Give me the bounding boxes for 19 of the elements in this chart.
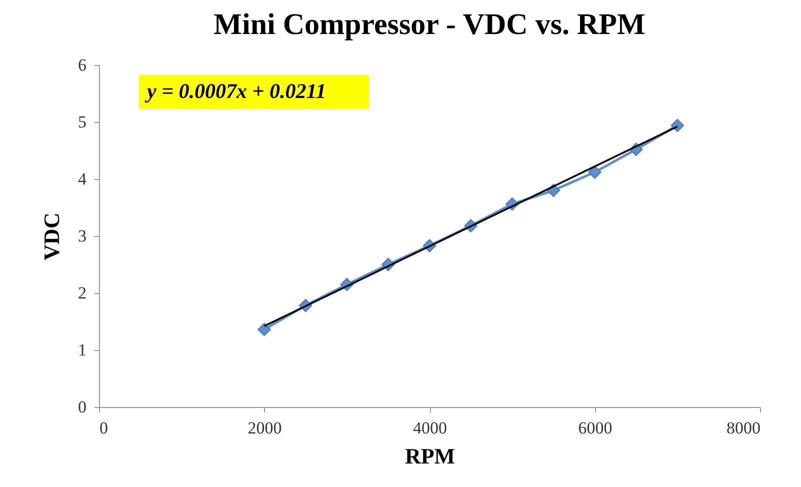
x-axis-title: RPM (404, 444, 456, 468)
x-tick-label: 4000 (413, 418, 447, 438)
y-tick-label: 1 (78, 340, 86, 360)
point (670, 118, 684, 132)
y-tick-label: 6 (78, 56, 86, 74)
y-tick-label: 5 (78, 112, 86, 132)
x-tick-label: 6000 (578, 418, 612, 438)
annotation: y = 0.0007x + 0.0211 (144, 79, 326, 103)
y-tick-label: 4 (78, 170, 87, 188)
y-axis-title: VDC (39, 212, 64, 260)
x-tick-label: 0 (100, 418, 108, 438)
x-tick-label: 2000 (248, 418, 282, 438)
point (258, 322, 271, 336)
x-tick-label: 8000 (726, 418, 760, 438)
chart-title: Mini Compressor - VDC vs. RPM (214, 8, 646, 41)
y-tick-label: 0 (78, 398, 86, 416)
point (588, 166, 602, 179)
y-tick-label: 3 (78, 226, 86, 246)
y-tick-label: 2 (78, 284, 86, 302)
